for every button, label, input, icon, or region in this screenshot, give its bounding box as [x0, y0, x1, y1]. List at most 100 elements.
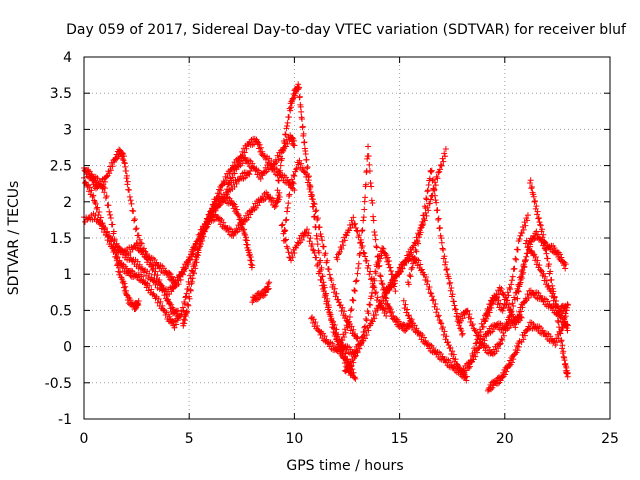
- data-point: [159, 302, 166, 309]
- data-point: [276, 193, 283, 200]
- data-point: [332, 293, 339, 300]
- data-point: [302, 150, 309, 157]
- data-point: [448, 284, 455, 291]
- data-point: [89, 193, 96, 200]
- data-point: [549, 290, 556, 297]
- data-point: [106, 208, 113, 215]
- data-point: [386, 258, 393, 265]
- data-point: [241, 149, 248, 156]
- data-point: [548, 276, 555, 283]
- data-point: [187, 287, 194, 294]
- data-point: [355, 265, 362, 272]
- data-point: [192, 265, 199, 272]
- data-point: [402, 301, 409, 308]
- data-point: [438, 235, 445, 242]
- data-point: [399, 265, 406, 272]
- data-point: [409, 264, 416, 271]
- data-point: [379, 245, 386, 252]
- data-point: [514, 246, 521, 253]
- data-point: [459, 330, 466, 337]
- data-point: [333, 326, 340, 333]
- data-point: [502, 294, 509, 301]
- plot-frame: [83, 56, 611, 420]
- data-point: [275, 177, 282, 184]
- data-point: [466, 365, 473, 372]
- data-point: [171, 280, 178, 287]
- data-point: [432, 300, 439, 307]
- data-point: [232, 203, 239, 210]
- data-point: [514, 347, 521, 354]
- data-point: [469, 321, 476, 328]
- data-point: [371, 315, 378, 322]
- data-point: [519, 266, 526, 273]
- data-point: [193, 241, 200, 248]
- data-point: [542, 245, 549, 252]
- data-point: [356, 251, 363, 258]
- data-point: [342, 329, 349, 336]
- data-point: [110, 228, 117, 235]
- data-point: [449, 348, 456, 355]
- data-point: [463, 377, 470, 384]
- data-point: [288, 176, 295, 183]
- data-point: [191, 270, 198, 277]
- data-point: [427, 289, 434, 296]
- data-point: [519, 230, 526, 237]
- data-point: [524, 212, 531, 219]
- data-point: [438, 320, 445, 327]
- data-point: [473, 340, 480, 347]
- data-point: [434, 306, 441, 313]
- data-point: [523, 253, 530, 260]
- data-point: [376, 298, 383, 305]
- data-point: [366, 271, 373, 278]
- data-point: [133, 225, 140, 232]
- data-point: [278, 222, 285, 229]
- data-point: [304, 226, 311, 233]
- data-point: [306, 238, 313, 245]
- data-point: [519, 224, 526, 231]
- data-point: [422, 337, 429, 344]
- data-point: [173, 281, 180, 288]
- data-point: [104, 228, 111, 235]
- data-point: [113, 255, 120, 262]
- data-point: [558, 254, 565, 261]
- data-point: [537, 292, 544, 299]
- data-point: [353, 227, 360, 234]
- data-point: [440, 246, 447, 253]
- data-point: [500, 332, 507, 339]
- data-point: [365, 327, 372, 334]
- y-tick-label: 2.5: [50, 159, 72, 175]
- data-point: [497, 300, 504, 307]
- data-point: [421, 217, 428, 224]
- data-point: [520, 226, 527, 233]
- data-point: [248, 257, 255, 264]
- data-point: [257, 175, 264, 182]
- series-track-1: [81, 146, 182, 320]
- data-point: [348, 217, 355, 224]
- data-point: [321, 333, 328, 340]
- data-point: [362, 194, 369, 201]
- data-point: [431, 347, 438, 354]
- data-point: [370, 213, 377, 220]
- grid-layer: [84, 57, 610, 419]
- data-point: [339, 337, 346, 344]
- data-point: [515, 288, 522, 295]
- data-point: [454, 310, 461, 317]
- data-point: [174, 317, 181, 324]
- series-track-27: [518, 301, 571, 349]
- data-point: [114, 261, 121, 268]
- data-point: [503, 320, 510, 327]
- data-point: [512, 351, 519, 358]
- y-tick-label: 1.5: [50, 231, 72, 247]
- data-point: [357, 340, 364, 347]
- data-point: [290, 180, 297, 187]
- data-point: [515, 343, 522, 350]
- data-point: [384, 287, 391, 294]
- data-point: [551, 245, 558, 252]
- data-point: [180, 307, 187, 314]
- data-point: [94, 204, 101, 211]
- data-point: [401, 262, 408, 269]
- data-point: [413, 248, 420, 255]
- data-point: [410, 255, 417, 262]
- data-point: [184, 301, 191, 308]
- data-point: [351, 220, 358, 227]
